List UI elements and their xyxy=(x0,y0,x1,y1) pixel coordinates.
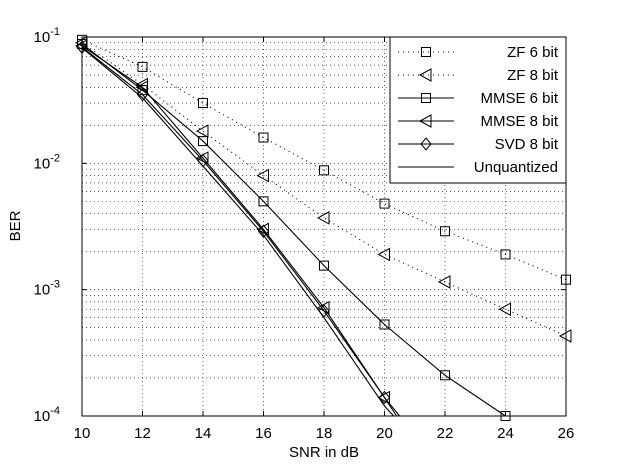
series-line xyxy=(81,46,398,417)
data-point xyxy=(498,302,511,317)
legend-item: ZF 8 bit xyxy=(398,67,559,84)
data-point xyxy=(379,198,390,209)
data-point xyxy=(437,275,451,289)
legend-label: MMSE 6 bit xyxy=(480,90,558,107)
legend-item: Unquantized xyxy=(398,159,558,176)
data-point xyxy=(136,87,149,102)
data-point xyxy=(256,168,269,183)
data-point xyxy=(135,80,148,95)
legend-swatch-marker xyxy=(418,114,432,128)
x-axis-title: SNR in dB xyxy=(289,444,359,461)
data-point xyxy=(319,260,329,271)
data-point xyxy=(440,226,450,237)
series-layer xyxy=(74,34,572,421)
series-unquantized xyxy=(81,47,394,417)
series-line xyxy=(81,42,567,337)
legend-box xyxy=(389,36,567,184)
x-tick-label: 22 xyxy=(437,425,454,442)
legend-label: MMSE 8 bit xyxy=(480,113,558,130)
x-tick-label: 14 xyxy=(195,425,212,442)
legend-swatch-marker xyxy=(418,68,432,82)
x-tick-label: 18 xyxy=(316,425,333,442)
legend-swatch-marker xyxy=(421,47,431,57)
data-point xyxy=(258,196,269,207)
legend-label: ZF 6 bit xyxy=(507,44,559,61)
y-axis-title: BER xyxy=(7,210,24,241)
legend-swatch-marker xyxy=(421,93,431,103)
x-tick-label: 12 xyxy=(134,425,151,442)
series-line xyxy=(81,47,394,417)
y-tick-exponent: -1 xyxy=(50,26,60,38)
series-line xyxy=(81,39,567,281)
data-point xyxy=(440,370,450,381)
y-tick-exponent: -4 xyxy=(50,405,60,417)
x-tick-label: 16 xyxy=(255,425,272,442)
legend: ZF 6 bit ZF 8 bit MMSE 6 bit MMSE 8 bit SVD … xyxy=(389,36,567,184)
legend-label: Unquantized xyxy=(474,159,558,176)
x-tick-label: 24 xyxy=(497,425,514,442)
data-point xyxy=(319,165,329,176)
x-tick-label: 10 xyxy=(74,425,91,442)
x-tick-label: 20 xyxy=(376,425,393,442)
data-point xyxy=(195,124,209,138)
y-tick-exponent: -2 xyxy=(50,152,60,164)
legend-item: SVD 8 bit xyxy=(398,136,559,153)
legend-label: ZF 8 bit xyxy=(507,67,559,84)
data-point xyxy=(198,136,208,147)
legend-item: MMSE 8 bit xyxy=(398,113,559,130)
data-point xyxy=(258,132,269,143)
x-tick-label: 26 xyxy=(558,425,575,442)
data-point xyxy=(137,61,148,72)
data-point xyxy=(316,211,330,225)
legend-label: SVD 8 bit xyxy=(495,136,559,153)
data-point xyxy=(257,224,270,239)
legend-item: MMSE 6 bit xyxy=(398,90,559,107)
legend-item: ZF 6 bit xyxy=(398,44,559,61)
data-point xyxy=(378,390,391,405)
data-point xyxy=(198,98,208,109)
data-point xyxy=(377,247,390,262)
data-point xyxy=(379,319,390,330)
y-tick-exponent: -3 xyxy=(50,279,60,291)
legend-swatch-marker xyxy=(420,137,432,151)
data-point xyxy=(500,249,511,260)
